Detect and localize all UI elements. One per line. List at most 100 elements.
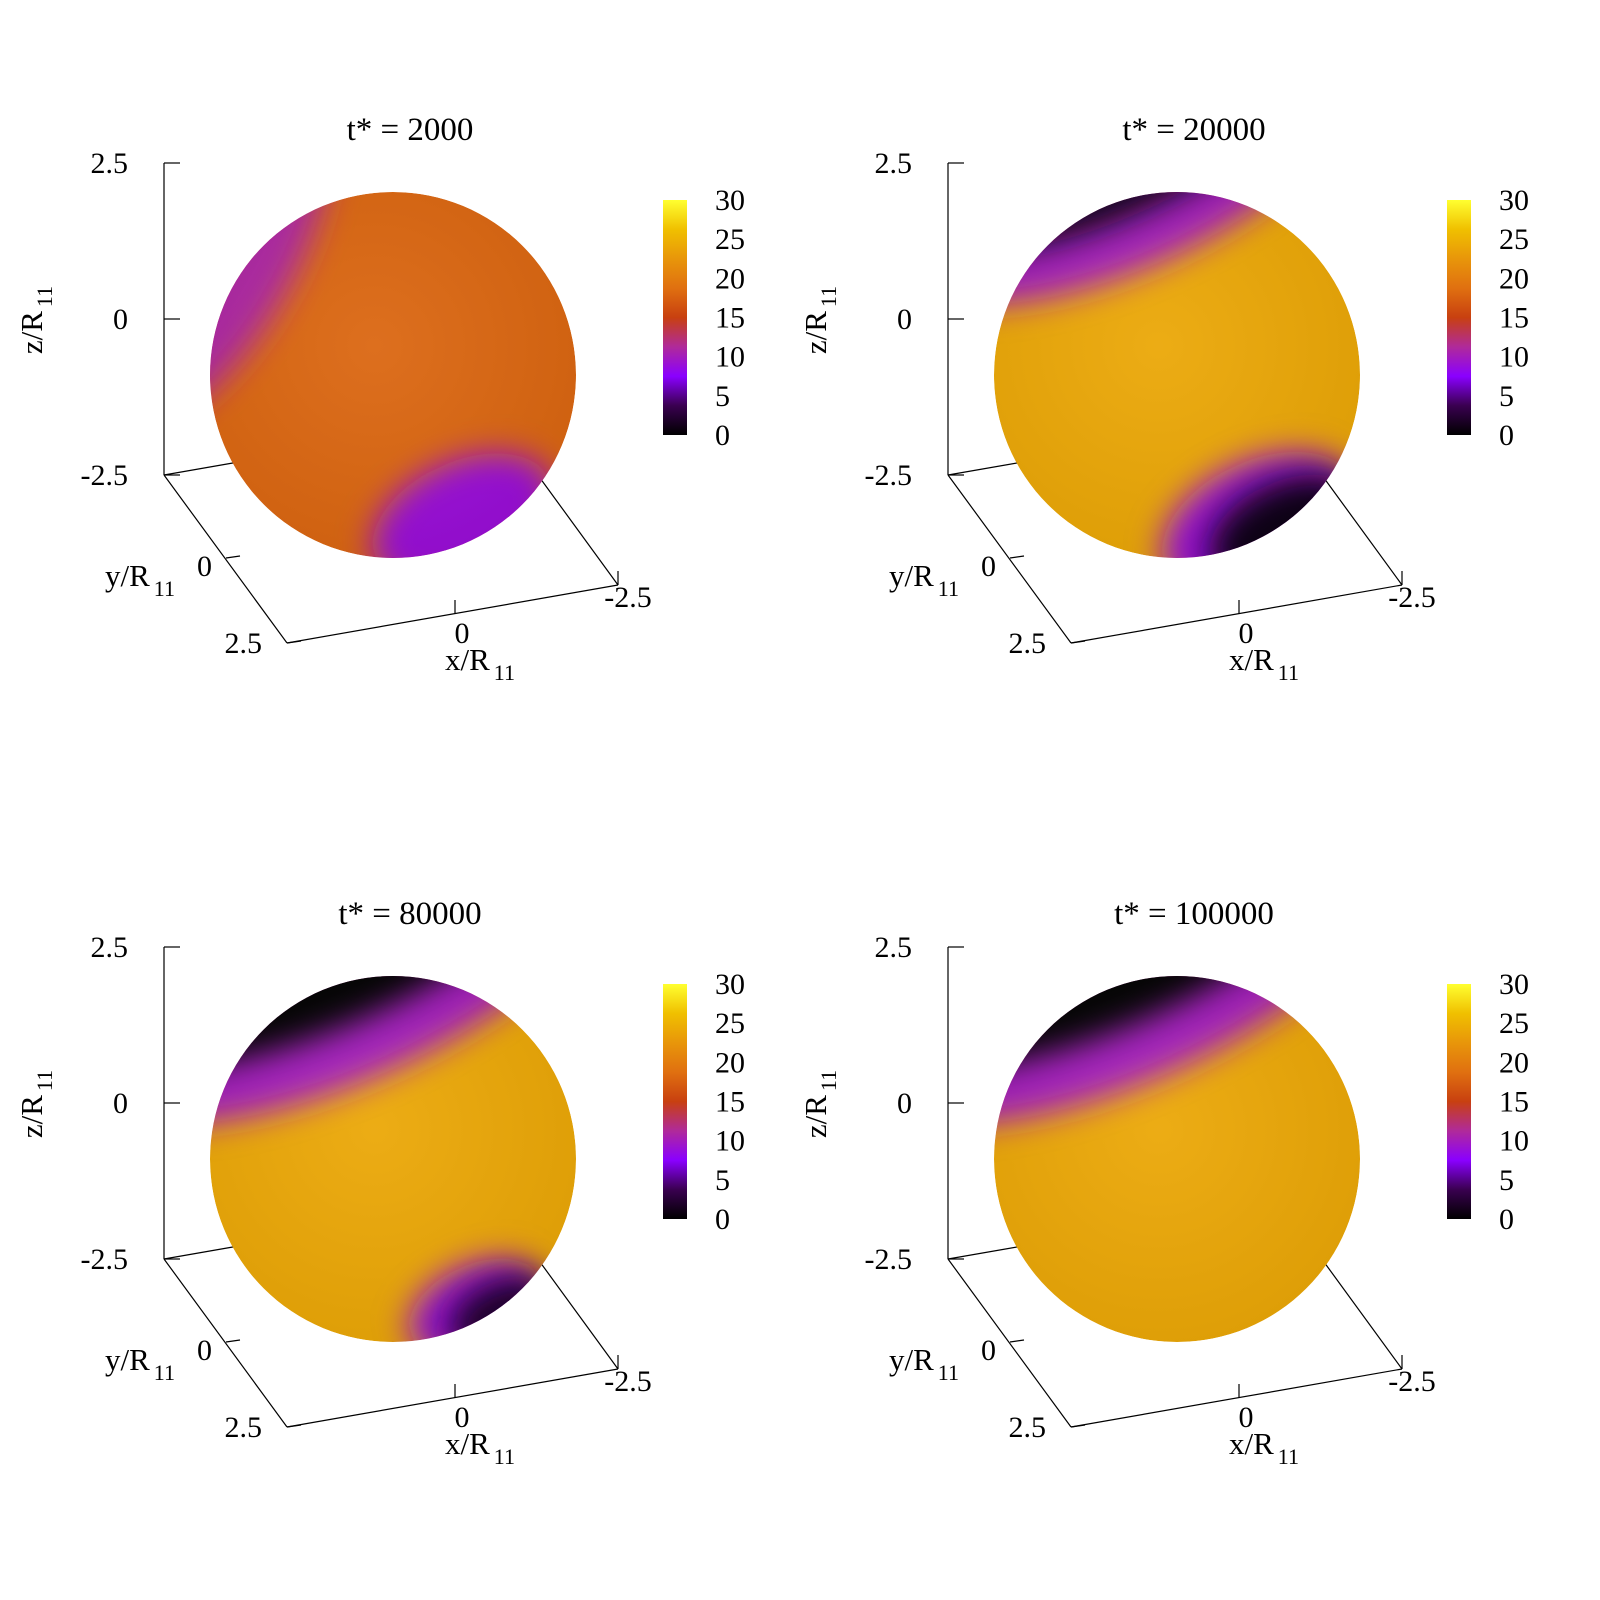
z-axis-label: z/R11 xyxy=(14,286,57,354)
colorbar xyxy=(663,984,687,1219)
y-tick-mark xyxy=(286,1424,302,1428)
z-tick-label: 0 xyxy=(113,303,128,336)
sphere-shading xyxy=(210,192,576,558)
colorbar-tick-label: 15 xyxy=(1499,1086,1529,1119)
z-tick-label: 2.5 xyxy=(91,931,129,964)
right-edge-line xyxy=(539,1261,619,1370)
y-tick-mark xyxy=(225,1339,241,1343)
y-tick-label: 2.5 xyxy=(1009,627,1047,660)
z-tick-label: 2.5 xyxy=(91,147,129,180)
x-axis-label: x/R 11 xyxy=(445,642,515,685)
y-tick-label: 0 xyxy=(197,550,212,583)
colorbar-tick-label: 15 xyxy=(715,302,745,335)
sphere-surface xyxy=(994,192,1360,558)
z-axis-label: z/R11 xyxy=(798,286,841,354)
panel-title: t* = 80000 xyxy=(338,896,481,932)
panel-title: t* = 20000 xyxy=(1122,112,1265,148)
x-axis-label: x/R 11 xyxy=(1229,642,1299,685)
colorbar-tick-label: 20 xyxy=(1499,262,1529,295)
colorbar-tick-label: 10 xyxy=(715,1125,745,1158)
sphere-shading xyxy=(994,976,1360,1342)
colorbar-tick-label: 10 xyxy=(1499,341,1529,374)
x-axis-label: x/R 11 xyxy=(445,1426,515,1469)
z-tick-label: -2.5 xyxy=(865,459,913,492)
panel-title: t* = 2000 xyxy=(347,112,474,148)
colorbar-tick-label: 25 xyxy=(715,223,745,256)
colorbar-tick-label: 30 xyxy=(1499,968,1529,1001)
panel-4: t* = 100000 2.5 0 -2.5 0 2.5 0 -2.5 z/R11 y/R 11 x/… xyxy=(798,896,1529,1469)
x-tick-label: -2.5 xyxy=(1388,1365,1436,1398)
colorbar-tick-label: 25 xyxy=(1499,1007,1529,1040)
colorbar-tick-label: 10 xyxy=(1499,1125,1529,1158)
colorbar-tick-label: 5 xyxy=(715,380,730,413)
axes-frame xyxy=(163,946,619,1428)
z-tick-label: -2.5 xyxy=(81,1243,129,1276)
panel-1: t* = 2000 2.5 0 -2.5 0 2.5 0 -2.5 z/R11 y/R 11 x/R 1… xyxy=(14,112,745,685)
colorbar-tick-label: 0 xyxy=(715,419,730,452)
z-tick-label: -2.5 xyxy=(865,1243,913,1276)
x-tick-label: -2.5 xyxy=(1388,581,1436,614)
panel-2: t* = 20000 2.5 0 -2.5 0 2.5 0 -2.5 z/R11 y/R 11 x/R… xyxy=(798,112,1529,685)
x-tick-label: -2.5 xyxy=(604,581,652,614)
y-axis-label: y/R 11 xyxy=(105,1342,175,1385)
axes-frame xyxy=(163,162,619,644)
z-axis-label: z/R11 xyxy=(14,1070,57,1138)
y-tick-label: 2.5 xyxy=(225,627,263,660)
colorbar-tick-label: 20 xyxy=(715,262,745,295)
y-tick-mark xyxy=(1009,1339,1025,1343)
colorbar-tick-label: 0 xyxy=(1499,1203,1514,1236)
y-axis-line xyxy=(163,1258,288,1428)
y-axis-line xyxy=(163,474,288,644)
colorbar-tick-label: 5 xyxy=(1499,380,1514,413)
colorbar-tick-label: 0 xyxy=(1499,419,1514,452)
colorbar-tick-label: 30 xyxy=(715,968,745,1001)
colorbar-tick-label: 30 xyxy=(1499,184,1529,217)
x-axis-line xyxy=(286,584,619,644)
colorbar-tick-label: 10 xyxy=(715,341,745,374)
panel-title: t* = 100000 xyxy=(1114,896,1274,932)
y-tick-mark xyxy=(1009,555,1025,559)
y-tick-mark xyxy=(1070,640,1086,644)
sphere-shading xyxy=(994,192,1360,558)
z-axis-label: z/R11 xyxy=(798,1070,841,1138)
x-tick-label: -2.5 xyxy=(604,1365,652,1398)
colorbar-tick-label: 25 xyxy=(1499,223,1529,256)
colorbar-tick-label: 0 xyxy=(715,1203,730,1236)
colorbar-tick-label: 20 xyxy=(1499,1046,1529,1079)
sphere-surface xyxy=(210,192,576,558)
x-tick-label: 0 xyxy=(455,1401,470,1434)
x-tick-label: 0 xyxy=(455,617,470,650)
colorbar xyxy=(1447,984,1471,1219)
colorbar xyxy=(663,200,687,435)
axes-frame xyxy=(947,162,1403,644)
axes-frame xyxy=(947,946,1403,1428)
z-tick-label: -2.5 xyxy=(81,459,129,492)
y-tick-label: 2.5 xyxy=(1009,1411,1047,1444)
right-edge-line xyxy=(1323,1261,1403,1370)
colorbar-tick-label: 5 xyxy=(715,1164,730,1197)
y-tick-label: 0 xyxy=(981,550,996,583)
colorbar-tick-label: 30 xyxy=(715,184,745,217)
y-tick-mark xyxy=(1070,1424,1086,1428)
x-axis-line xyxy=(1070,584,1403,644)
y-axis-label: y/R 11 xyxy=(105,558,175,601)
y-axis-line xyxy=(947,474,1072,644)
y-axis-label: y/R 11 xyxy=(889,1342,959,1385)
colorbar-tick-label: 5 xyxy=(1499,1164,1514,1197)
sphere-shading xyxy=(210,976,576,1342)
z-tick-label: 0 xyxy=(897,303,912,336)
x-axis-line xyxy=(1070,1368,1403,1428)
x-tick-label: 0 xyxy=(1239,617,1254,650)
z-tick-label: 2.5 xyxy=(875,147,913,180)
x-axis-line xyxy=(286,1368,619,1428)
right-edge-line xyxy=(539,477,619,586)
x-tick-label: 0 xyxy=(1239,1401,1254,1434)
y-tick-label: 0 xyxy=(981,1334,996,1367)
y-tick-label: 2.5 xyxy=(225,1411,263,1444)
y-axis-line xyxy=(947,1258,1072,1428)
z-tick-label: 2.5 xyxy=(875,931,913,964)
colorbar-tick-label: 25 xyxy=(715,1007,745,1040)
colorbar-tick-label: 15 xyxy=(715,1086,745,1119)
panel-3: t* = 80000 2.5 0 -2.5 0 2.5 0 -2.5 z/R11 y/R 11 x/R… xyxy=(14,896,745,1469)
